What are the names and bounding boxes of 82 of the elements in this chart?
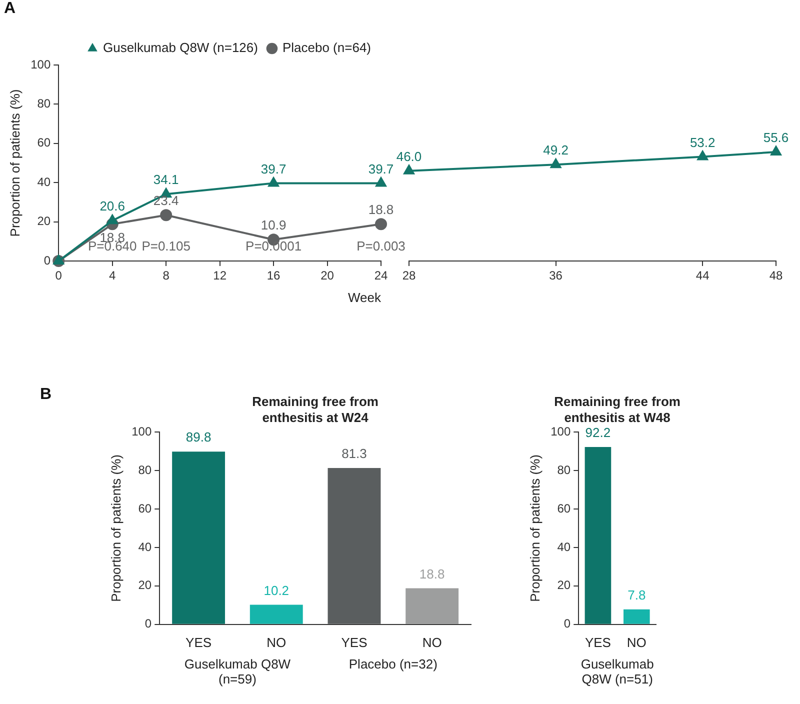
data-label: 10.2 <box>264 582 290 598</box>
bar <box>406 588 459 624</box>
y-tick-label: 40 <box>557 540 571 554</box>
y-axis-title: Proportion of patients (%) <box>7 89 22 237</box>
chart-title: B <box>40 386 52 404</box>
legend-label: Placebo (n=64) <box>282 40 371 56</box>
x-tick-label: NO <box>266 634 286 650</box>
x-tick-label: 36 <box>549 268 563 283</box>
y-tick-label: 40 <box>138 540 152 554</box>
data-label: 34.1 <box>153 172 179 188</box>
point <box>404 164 414 174</box>
data-label: 89.8 <box>186 430 212 445</box>
y-tick-label: 100 <box>30 57 51 72</box>
data-label: 92.2 <box>585 425 611 440</box>
y-tick-label: 80 <box>37 96 51 111</box>
y-tick-label: 80 <box>138 462 152 477</box>
data-label: 81.3 <box>342 446 367 462</box>
y-tick-label: 80 <box>557 462 571 477</box>
data-label: 46.0 <box>396 148 422 164</box>
x-axis-title: Week <box>348 290 382 305</box>
y-tick-label: 60 <box>138 501 152 516</box>
chart-subtitle: Remaining free from enthesitis at W24 <box>251 394 380 426</box>
annotation: P=0.003 <box>356 238 406 254</box>
data-label: 39.7 <box>368 161 394 176</box>
x-tick-label: 24 <box>374 268 388 283</box>
x-tick-label: 12 <box>213 268 227 283</box>
text: Guselkumab Q8W (n=51) <box>580 656 654 686</box>
x-tick-label: 48 <box>769 268 783 283</box>
data-label: 39.7 <box>260 161 286 176</box>
data-label: 18.8 <box>368 202 394 218</box>
y-tick-label: 60 <box>37 136 51 150</box>
point <box>160 209 172 222</box>
point <box>375 218 387 230</box>
y-tick-label: 20 <box>138 578 152 592</box>
data-label: 55.6 <box>763 130 789 146</box>
y-tick-label: 0 <box>44 253 51 268</box>
data-label: 18.8 <box>419 566 445 582</box>
y-axis-title: Proportion of patients (%) <box>108 454 124 602</box>
text: Guselkumab Q8W (n=59) <box>184 656 292 686</box>
point <box>53 255 64 264</box>
x-tick-label: NO <box>626 634 646 650</box>
x-tick-label: 16 <box>266 268 281 283</box>
x-tick-label: 44 <box>696 268 710 283</box>
bar <box>172 452 226 624</box>
y-tick-label: 0 <box>564 616 571 631</box>
data-label: 49.2 <box>543 142 568 158</box>
y-tick-label: 20 <box>37 214 51 228</box>
point <box>376 177 386 187</box>
data-label: 10.9 <box>260 218 286 233</box>
y-tick-label: 60 <box>557 501 571 516</box>
x-tick-label: 20 <box>320 268 334 283</box>
annotation: P=0.0001 <box>246 238 302 254</box>
x-tick-label: NO <box>422 634 442 650</box>
x-tick-label: YES <box>186 634 212 650</box>
point <box>550 158 562 168</box>
chart-subtitle: Remaining free from enthesitis at W48 <box>553 394 682 426</box>
point <box>107 214 118 224</box>
y-tick-label: 0 <box>144 616 152 631</box>
point <box>268 177 279 187</box>
data-label: 23.4 <box>153 193 179 208</box>
legend-label: Guselkumab Q8W (n=126) <box>102 40 258 56</box>
chart-title: A <box>4 0 16 18</box>
annotation: P=0.105 <box>142 238 190 254</box>
point <box>770 146 782 156</box>
y-tick-label: 20 <box>557 578 571 592</box>
y-tick-label: 100 <box>550 424 571 438</box>
x-tick-label: 8 <box>162 268 170 283</box>
x-tick-label: YES <box>584 634 612 650</box>
x-tick-label: 4 <box>109 268 116 283</box>
text: Placebo (n=32) <box>348 656 438 672</box>
x-tick-label: YES <box>341 634 368 650</box>
y-tick-label: 100 <box>132 424 152 438</box>
bar <box>328 468 381 624</box>
y-tick-label: 40 <box>37 174 51 189</box>
y-axis-title: Proportion of patients (%) <box>527 454 542 602</box>
data-label: 7.8 <box>628 587 646 602</box>
x-tick-label: 0 <box>55 268 62 283</box>
data-label: 53.2 <box>690 134 716 150</box>
data-label: 20.6 <box>100 198 126 214</box>
x-tick-label: 28 <box>402 268 416 283</box>
bar <box>250 604 303 624</box>
point <box>697 150 708 160</box>
